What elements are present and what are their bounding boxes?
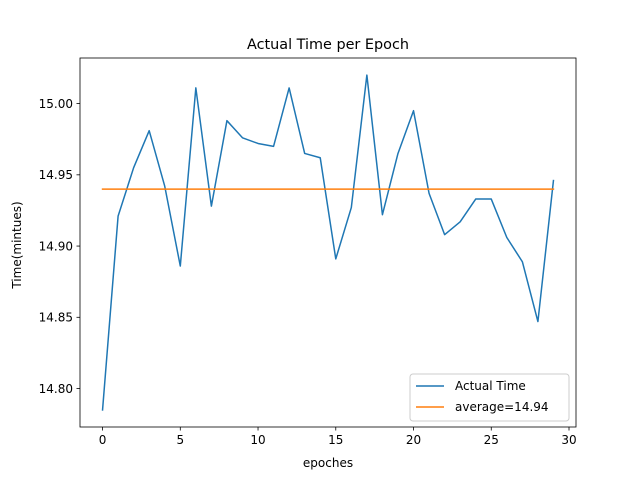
y-tick-label: 14.90 [39, 239, 73, 253]
y-tick-label: 14.95 [39, 168, 73, 182]
axes-background [80, 58, 576, 427]
y-tick-label: 14.85 [39, 311, 73, 325]
x-tick-label: 20 [406, 433, 421, 447]
y-tick-label: 15.00 [39, 97, 73, 111]
axes-frame [79, 57, 577, 428]
x-tick-label: 25 [484, 433, 499, 447]
x-tick-label: 30 [561, 433, 576, 447]
plot-area: 0 5 10 15 20 25 30 14.80 14.85 14.90 14.95 15.00 [39, 57, 577, 447]
x-tick-label: 10 [250, 433, 265, 447]
x-axis-ticks: 0 5 10 15 20 25 30 [99, 427, 577, 447]
legend-label-average: average=14.94 [455, 400, 549, 414]
x-tick-label: 5 [176, 433, 184, 447]
x-tick-label: 0 [99, 433, 107, 447]
chart-title: Actual Time per Epoch [247, 37, 409, 53]
y-axis-ticks: 14.80 14.85 14.90 14.95 15.00 [39, 97, 80, 396]
legend-label-actual-time: Actual Time [455, 379, 526, 393]
series-line-actual-time [101, 74, 555, 411]
legend-box [409, 373, 570, 422]
series-layer [101, 74, 555, 411]
legend: Actual Time average=14.94 [409, 373, 570, 422]
x-axis-label: epoches [303, 456, 353, 470]
y-axis-label: Time(mintues) [10, 201, 24, 289]
y-tick-label: 14.80 [39, 382, 73, 396]
x-tick-label: 15 [328, 433, 343, 447]
